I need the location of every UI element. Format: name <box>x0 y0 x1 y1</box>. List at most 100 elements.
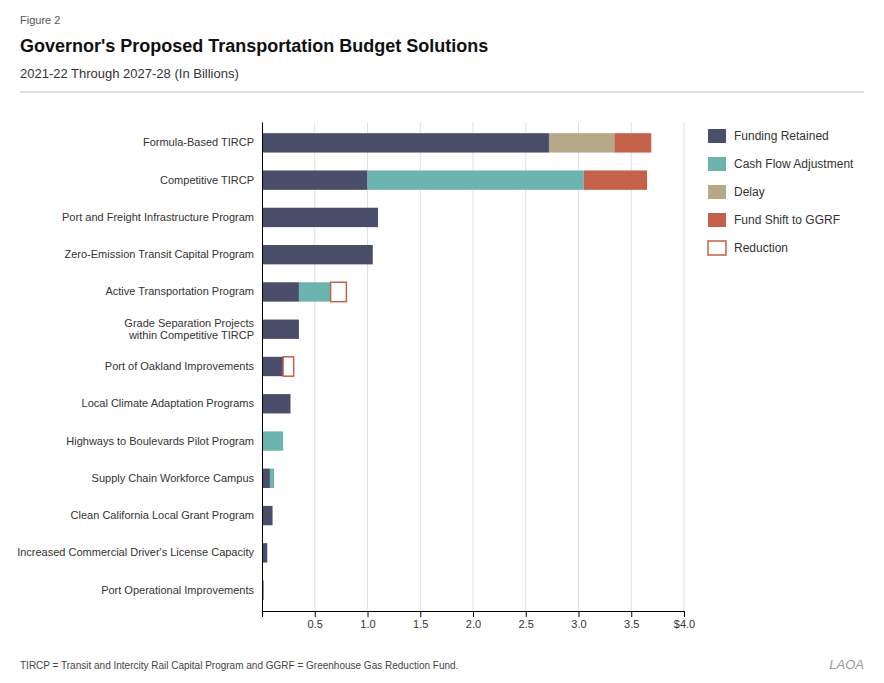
x-axis: 0.5 1.0 1.5 2.0 2.5 3.0 3.5 $4.0 <box>263 611 696 630</box>
y-tick-label: Supply Chain Workforce Campus <box>92 472 255 484</box>
y-tick-label: Grade Separation Projectswithin Competit… <box>124 317 254 341</box>
y-tick-label: Increased Commercial Driver's License Ca… <box>17 546 254 558</box>
y-tick-label: Highways to Boulevards Pilot Program <box>66 435 254 447</box>
grid-line <box>314 122 315 611</box>
logo: LAOA <box>829 657 864 672</box>
x-tick-mark <box>315 611 316 617</box>
legend-item: Reduction <box>708 241 788 255</box>
x-tick-label: 3.0 <box>571 618 586 630</box>
subtitle: 2021-22 Through 2027-28 (In Billions) <box>20 66 239 81</box>
legend-item: Delay <box>708 185 765 199</box>
bar-segment <box>262 208 378 227</box>
bar-segment <box>262 170 368 189</box>
grid-line <box>631 122 632 611</box>
y-tick: Clean California Local Grant Program <box>71 509 262 521</box>
y-tick-label: Port of Oakland Improvements <box>105 360 255 372</box>
y-tick: Zero-Emission Transit Capital Program <box>64 248 262 260</box>
x-tick-mark <box>684 611 685 617</box>
y-tick-label: Competitive TIRCP <box>160 174 254 186</box>
legend-label: Funding Retained <box>734 129 829 143</box>
y-tick: Formula-Based TIRCP <box>143 136 262 148</box>
legend-label: Cash Flow Adjustment <box>734 157 854 171</box>
x-tick-label: 0.5 <box>308 618 323 630</box>
bar-segment <box>262 431 283 450</box>
y-tick: Port and Freight Infrastructure Program <box>62 211 262 223</box>
title: Governor's Proposed Transportation Budge… <box>20 36 488 56</box>
y-tick: Local Climate Adaptation Programs <box>82 397 262 409</box>
bar-segment <box>262 506 273 525</box>
y-tick: Grade Separation Projectswithin Competit… <box>124 317 262 341</box>
bar-segment <box>262 394 290 413</box>
marks <box>262 133 651 600</box>
x-tick-label: 2.0 <box>466 618 481 630</box>
legend-swatch <box>708 185 726 199</box>
y-axis-line <box>262 123 263 612</box>
legend-label: Fund Shift to GGRF <box>734 213 840 227</box>
bar-segment <box>262 469 270 488</box>
grid-line <box>473 122 474 611</box>
y-tick-label: Local Climate Adaptation Programs <box>82 397 255 409</box>
x-tick-mark <box>420 611 421 617</box>
separator <box>20 92 864 93</box>
legend-swatch <box>708 157 726 171</box>
bar-segment <box>368 170 584 189</box>
bar-segment <box>549 133 614 152</box>
grid <box>315 122 684 611</box>
y-tick: Supply Chain Workforce Campus <box>92 472 262 484</box>
x-tick: 1.0 <box>360 611 375 630</box>
bar-segment <box>614 133 651 152</box>
y-tick-label: Port and Freight Infrastructure Program <box>62 211 254 223</box>
legend-item: Fund Shift to GGRF <box>708 213 840 227</box>
y-tick: Port of Oakland Improvements <box>105 360 262 372</box>
x-tick-label: 1.5 <box>413 618 428 630</box>
x-tick: 3.5 <box>624 611 639 630</box>
legend-item: Funding Retained <box>708 129 829 143</box>
y-tick: Increased Commercial Driver's License Ca… <box>17 546 262 558</box>
legend-item: Cash Flow Adjustment <box>708 157 854 171</box>
x-tick: 2.0 <box>466 611 481 630</box>
grid-line <box>367 122 368 611</box>
x-tick-label: 3.5 <box>624 618 639 630</box>
footnote: TIRCP = Transit and Intercity Rail Capit… <box>20 660 458 671</box>
bar-segment <box>262 320 299 339</box>
x-tick-mark <box>579 611 580 617</box>
x-tick: 1.5 <box>413 611 428 630</box>
y-tick-label: Port Operational Improvements <box>101 584 254 596</box>
y-tick: Port Operational Improvements <box>101 584 262 596</box>
x-tick-mark <box>631 611 632 617</box>
x-tick-label: 2.5 <box>519 618 534 630</box>
y-tick-label: Zero-Emission Transit Capital Program <box>64 248 254 260</box>
legend-label: Delay <box>734 185 765 199</box>
y-tick: Active Transportation Program <box>105 285 262 297</box>
bar-segment <box>262 357 283 376</box>
x-tick-label: 1.0 <box>360 618 375 630</box>
x-tick-mark <box>473 611 474 617</box>
figure-label: Figure 2 <box>20 14 60 26</box>
x-tick-mark <box>526 611 527 617</box>
x-tick: 0.5 <box>308 611 323 630</box>
legend-swatch <box>708 213 726 227</box>
grid-line <box>420 122 421 611</box>
bar-segment <box>299 282 331 301</box>
y-tick: Highways to Boulevards Pilot Program <box>66 435 262 447</box>
grid-line <box>684 122 685 611</box>
x-axis-line <box>263 612 685 618</box>
legend-swatch <box>708 129 726 143</box>
x-tick-mark <box>368 611 369 617</box>
x-tick: $4.0 <box>674 611 695 630</box>
reduction-bar <box>283 357 294 376</box>
grid-line <box>578 122 579 611</box>
chart: Figure 2 Governor's Proposed Transportati… <box>0 0 884 683</box>
y-axis: Formula-Based TIRCP Competitive TIRCP Port… <box>17 123 262 612</box>
y-tick-label: Formula-Based TIRCP <box>143 136 254 148</box>
legend-swatch <box>708 241 726 255</box>
bar-segment <box>262 282 299 301</box>
reduction-bar <box>331 282 347 301</box>
plot: 0.5 1.0 1.5 2.0 2.5 3.0 3.5 $4.0 Formula-Based T… <box>17 122 695 630</box>
bar-segment <box>262 133 549 152</box>
x-tick: 3.0 <box>571 611 586 630</box>
grid-line <box>525 122 526 611</box>
x-tick: 2.5 <box>519 611 534 630</box>
bar-segment <box>262 245 373 264</box>
y-tick-label: Clean California Local Grant Program <box>71 509 254 521</box>
